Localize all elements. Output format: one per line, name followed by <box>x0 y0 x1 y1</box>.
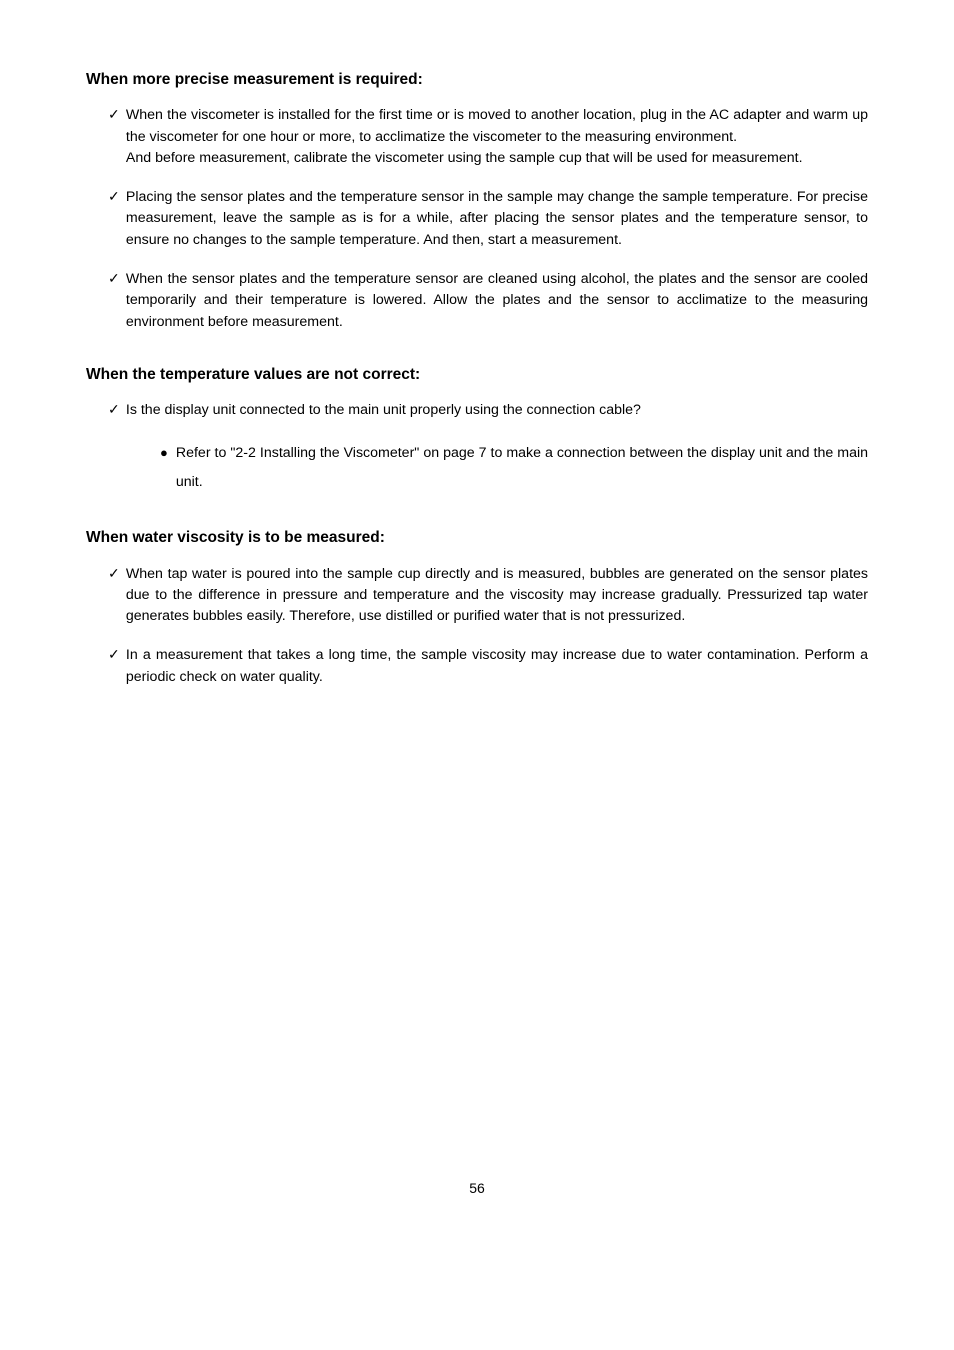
paragraph: Refer to "2-2 Installing the Viscometer"… <box>176 445 868 489</box>
checklist-body: When tap water is poured into the sample… <box>126 564 868 628</box>
paragraph: Is the display unit connected to the mai… <box>126 400 868 421</box>
checklist-body: When the sensor plates and the temperatu… <box>126 269 868 333</box>
checklist-item: ✓ When tap water is poured into the samp… <box>108 564 868 628</box>
checklist-body: When the viscometer is installed for the… <box>126 105 868 169</box>
paragraph: When the sensor plates and the temperatu… <box>126 269 868 333</box>
check-icon: ✓ <box>108 105 120 169</box>
paragraph: And before measurement, calibrate the vi… <box>126 148 868 169</box>
check-icon: ✓ <box>108 187 120 251</box>
check-icon: ✓ <box>108 400 120 421</box>
check-icon: ✓ <box>108 269 120 333</box>
section-heading: When more precise measurement is require… <box>86 68 868 91</box>
bullet-item: ● Refer to "2-2 Installing the Viscomete… <box>160 439 868 496</box>
check-icon: ✓ <box>108 645 120 688</box>
page-number: 56 <box>86 1178 868 1199</box>
checklist-body: Placing the sensor plates and the temper… <box>126 187 868 251</box>
checklist-item: ✓ Placing the sensor plates and the temp… <box>108 187 868 251</box>
section-heading: When the temperature values are not corr… <box>86 363 868 386</box>
bullet-body: Refer to "2-2 Installing the Viscometer"… <box>176 439 868 496</box>
checklist-item: ✓ When the viscometer is installed for t… <box>108 105 868 169</box>
paragraph: When the viscometer is installed for the… <box>126 105 868 148</box>
checklist-item: ✓ When the sensor plates and the tempera… <box>108 269 868 333</box>
checklist-body: Is the display unit connected to the mai… <box>126 400 868 421</box>
checklist-item: ✓ In a measurement that takes a long tim… <box>108 645 868 688</box>
bullet-icon: ● <box>160 439 168 496</box>
check-icon: ✓ <box>108 564 120 628</box>
section-heading: When water viscosity is to be measured: <box>86 526 868 549</box>
checklist-body: In a measurement that takes a long time,… <box>126 645 868 688</box>
paragraph: Placing the sensor plates and the temper… <box>126 187 868 251</box>
paragraph: In a measurement that takes a long time,… <box>126 645 868 688</box>
paragraph: When tap water is poured into the sample… <box>126 564 868 628</box>
checklist-item: ✓ Is the display unit connected to the m… <box>108 400 868 421</box>
